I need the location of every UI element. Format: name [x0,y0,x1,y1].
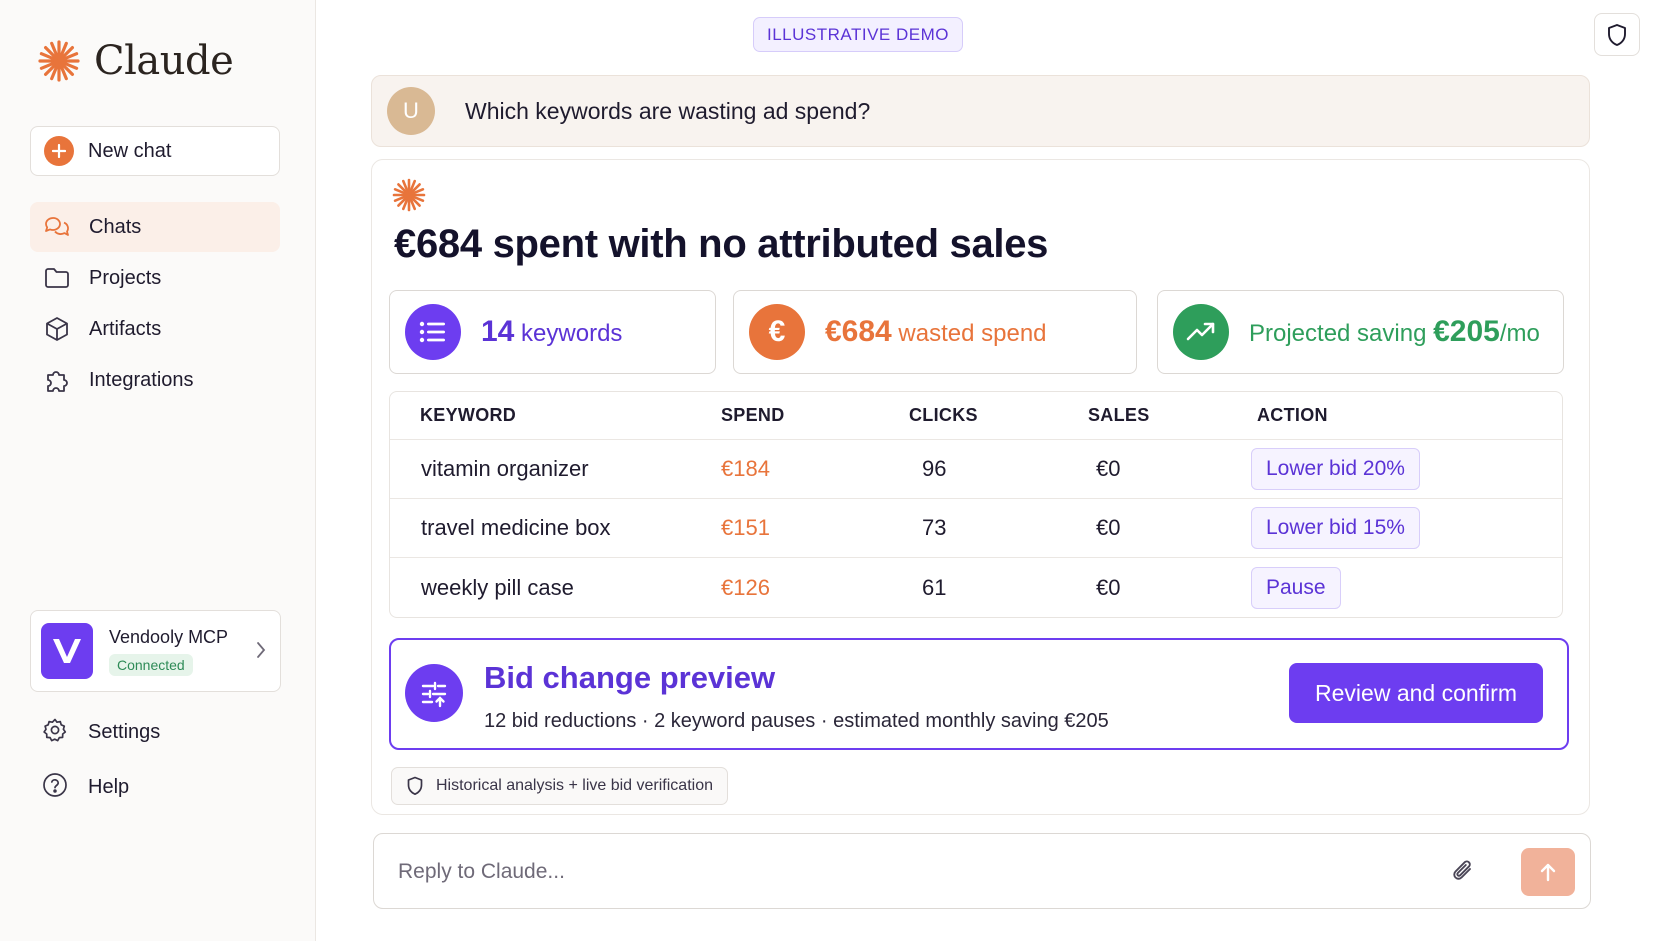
sidebar-item-label: Settings [88,721,161,743]
claude-starburst-icon [38,40,80,82]
sliders-icon [405,664,463,722]
new-chat-label: New chat [88,139,172,162]
column-header-clicks: CLICKS [909,405,978,425]
review-and-confirm-button[interactable]: Review and confirm [1289,663,1543,723]
reply-composer [373,833,1591,909]
spend-cell: €151 [721,515,770,540]
sales-cell: €0 [1096,515,1121,540]
action-button[interactable]: Lower bid 20% [1251,448,1420,490]
arrow-up-icon [1540,863,1556,882]
table-header: KEYWORD SPEND CLICKS SALES ACTION [390,392,1562,440]
keyword-cell: weekly pill case [421,574,574,600]
spend-cell: €126 [721,574,770,600]
sidebar: Claude New chat Chats Projects [0,0,316,941]
sales-cell: €0 [1096,456,1121,481]
app-logo[interactable]: Claude [38,38,234,84]
cube-icon [43,315,71,343]
analysis-source-badge: Historical analysis + live bid verificat… [391,767,728,805]
claude-starburst-icon [392,178,426,212]
column-header-spend: SPEND [721,405,785,425]
spend-cell: €184 [721,456,770,481]
reply-input[interactable] [398,854,1398,890]
app-name: Claude [94,38,234,84]
sidebar-item-help[interactable]: Help [42,760,160,815]
sidebar-bottom-nav: Settings Help [42,705,160,815]
clicks-cell: 96 [922,456,947,481]
user-message-text: Which keywords are wasting ad spend? [465,97,871,124]
stat-value: 14 [481,315,515,348]
sidebar-item-projects[interactable]: Projects [30,253,280,303]
sidebar-item-label: Artifacts [89,317,162,340]
plus-icon [44,136,74,166]
column-header-sales: SALES [1088,405,1150,425]
avatar: U [387,87,435,135]
sidebar-item-artifacts[interactable]: Artifacts [30,304,280,354]
stat-value: €205 [1433,315,1500,348]
sidebar-item-label: Integrations [89,368,194,391]
table-row: weekly pill case €126 61 €0 Pause [390,558,1562,617]
bid-change-preview: Bid change preview 12 bid reductions · 2… [389,638,1569,750]
chat-bubbles-icon [43,213,71,241]
column-header-action: ACTION [1257,405,1328,425]
chevron-right-icon [256,641,266,664]
demo-badge: ILLUSTRATIVE DEMO [753,17,963,52]
gear-icon [42,717,68,749]
status-badge: Connected [109,653,193,676]
paperclip-icon[interactable] [1451,856,1475,891]
clicks-cell: 73 [922,515,947,540]
sidebar-item-settings[interactable]: Settings [42,705,160,760]
stat-label: wasted spend [898,320,1047,347]
new-chat-button[interactable]: New chat [30,126,280,176]
sidebar-item-label: Projects [89,266,162,289]
sales-cell: €0 [1096,574,1121,600]
user-message: U Which keywords are wasting ad spend? [371,75,1590,147]
send-button[interactable] [1521,848,1575,896]
euro-icon: € [749,304,805,360]
sidebar-item-integrations[interactable]: Integrations [30,355,280,405]
privacy-shield-button[interactable] [1594,13,1640,56]
trending-up-icon [1173,304,1229,360]
preview-subtitle: 12 bid reductions · 2 keyword pauses · e… [484,710,1109,732]
puzzle-icon [43,366,71,394]
mcp-name: Vendooly MCP [109,626,229,647]
sidebar-item-label: Chats [89,215,142,238]
stat-suffix: /mo [1499,320,1540,347]
keyword-cell: vitamin organizer [421,456,589,481]
assistant-response: €684 spent with no attributed sales 14 k… [371,159,1590,815]
shield-icon [1608,23,1626,46]
column-header-keyword: KEYWORD [420,405,517,425]
answer-title: €684 spent with no attributed sales [394,222,1049,266]
keywords-table: KEYWORD SPEND CLICKS SALES ACTION vitami… [389,391,1563,618]
list-icon [405,304,461,360]
preview-title: Bid change preview [484,660,776,695]
folder-icon [43,264,71,292]
shield-icon [407,776,423,796]
keyword-cell: travel medicine box [421,515,611,540]
sidebar-item-label: Help [88,776,130,798]
sidebar-item-chats[interactable]: Chats [30,202,280,252]
stat-label: keywords [521,320,623,347]
help-circle-icon [42,772,68,804]
stat-card-keywords: 14 keywords [389,290,716,374]
stat-card-projected-saving: Projected saving €205/mo [1157,290,1564,374]
mcp-connection-card[interactable]: Vendooly MCP Connected [30,610,281,692]
stat-value: €684 [825,315,892,348]
action-button[interactable]: Pause [1251,566,1341,609]
table-row: travel medicine box €151 73 €0 Lower bid… [390,499,1562,558]
clicks-cell: 61 [922,574,947,600]
stat-card-wasted-spend: € €684 wasted spend [733,290,1137,374]
analysis-source-text: Historical analysis + live bid verificat… [436,777,713,794]
sidebar-nav: Chats Projects Artifacts [30,202,280,406]
action-button[interactable]: Lower bid 15% [1251,507,1420,549]
stat-label: Projected saving [1249,320,1427,347]
vendooly-logo [41,623,93,679]
table-row: vitamin organizer €184 96 €0 Lower bid 2… [390,440,1562,499]
